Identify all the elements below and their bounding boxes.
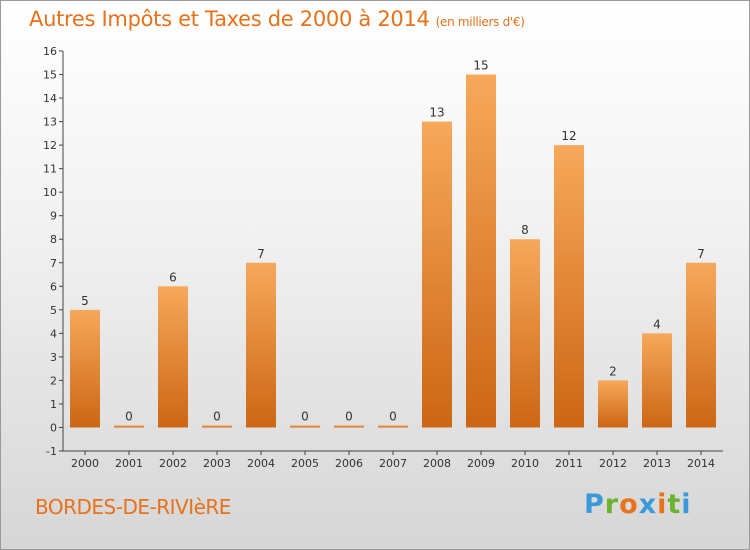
y-tick-label: 8 bbox=[50, 233, 57, 246]
y-tick-label: 3 bbox=[50, 351, 57, 364]
x-tick-label: 2013 bbox=[643, 457, 671, 470]
logo-letter: t bbox=[667, 489, 682, 520]
bar bbox=[202, 425, 232, 428]
bar bbox=[114, 425, 144, 428]
bar-data-label: 6 bbox=[169, 270, 177, 284]
chart-title: Autres Impôts et Taxes de 2000 à 2014 (en… bbox=[29, 7, 525, 31]
bar bbox=[466, 74, 496, 428]
logo-letter: x bbox=[638, 489, 658, 520]
y-tick-label: 15 bbox=[43, 69, 57, 82]
bar-data-label: 5 bbox=[81, 294, 89, 308]
bar-data-label: 0 bbox=[125, 409, 133, 423]
bar bbox=[598, 380, 628, 428]
bar bbox=[554, 145, 584, 428]
x-tick-label: 2001 bbox=[115, 457, 143, 470]
y-tick-label: 6 bbox=[50, 280, 57, 293]
y-tick-label: 13 bbox=[43, 116, 57, 129]
y-tick-label: 2 bbox=[50, 374, 57, 387]
bar-data-label: 0 bbox=[345, 409, 353, 423]
bar-data-label: 7 bbox=[257, 247, 265, 261]
bar bbox=[422, 121, 452, 428]
y-tick-label: 0 bbox=[50, 421, 57, 434]
bar-data-label: 15 bbox=[473, 59, 488, 73]
logo-letter: i bbox=[681, 489, 692, 520]
y-tick-label: 11 bbox=[43, 163, 57, 176]
bar-data-label: 0 bbox=[213, 409, 221, 423]
x-tick-label: 2004 bbox=[247, 457, 275, 470]
y-tick-label: 1 bbox=[50, 398, 57, 411]
x-tick-label: 2010 bbox=[511, 457, 539, 470]
commune-name: BORDES-DE-RIVIèRE bbox=[35, 495, 231, 519]
y-tick-label: 7 bbox=[50, 257, 57, 270]
bar bbox=[290, 425, 320, 428]
bar bbox=[378, 425, 408, 428]
x-tick-label: 2002 bbox=[159, 457, 187, 470]
x-tick-label: 2006 bbox=[335, 457, 363, 470]
bar bbox=[158, 286, 188, 428]
x-tick-label: 2011 bbox=[555, 457, 583, 470]
x-tick-label: 2005 bbox=[291, 457, 319, 470]
x-tick-label: 2008 bbox=[423, 457, 451, 470]
bar bbox=[246, 262, 276, 428]
logo-letter: r bbox=[604, 489, 620, 520]
x-tick-label: 2003 bbox=[203, 457, 231, 470]
x-tick-label: 2009 bbox=[467, 457, 495, 470]
y-tick-label: 16 bbox=[43, 45, 57, 58]
proxiti-logo: Proxiti bbox=[584, 489, 692, 520]
bar-data-label: 13 bbox=[429, 106, 444, 120]
y-tick-label: 12 bbox=[43, 139, 57, 152]
bar bbox=[686, 262, 716, 428]
x-tick-label: 2007 bbox=[379, 457, 407, 470]
y-tick-label: 14 bbox=[43, 92, 57, 105]
bar-data-label: 0 bbox=[301, 409, 309, 423]
y-tick-label: -1 bbox=[46, 445, 57, 458]
x-tick-label: 2000 bbox=[71, 457, 99, 470]
y-tick-label: 5 bbox=[50, 304, 57, 317]
logo-letter: i bbox=[657, 489, 668, 520]
bar-data-label: 8 bbox=[521, 223, 529, 237]
x-tick-label: 2014 bbox=[687, 457, 715, 470]
chart-subtitle: (en milliers d'€) bbox=[435, 15, 525, 29]
y-tick-label: 10 bbox=[43, 186, 57, 199]
x-tick-label: 2012 bbox=[599, 457, 627, 470]
logo-letter: o bbox=[619, 489, 639, 520]
bar-data-label: 4 bbox=[653, 317, 661, 331]
chart-title-text: Autres Impôts et Taxes de 2000 à 2014 bbox=[29, 7, 430, 31]
bar-data-label: 2 bbox=[609, 364, 617, 378]
logo-letter: P bbox=[584, 489, 605, 520]
bar bbox=[510, 239, 540, 428]
y-tick-label: 9 bbox=[50, 210, 57, 223]
bar-data-label: 7 bbox=[697, 247, 705, 261]
bar bbox=[334, 425, 364, 428]
bar bbox=[70, 309, 100, 428]
bar bbox=[642, 333, 672, 428]
y-tick-label: 4 bbox=[50, 327, 57, 340]
bar-data-label: 0 bbox=[389, 409, 397, 423]
bar-data-label: 12 bbox=[561, 129, 576, 143]
